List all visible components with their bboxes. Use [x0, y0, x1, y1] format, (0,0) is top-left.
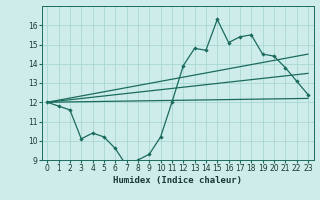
X-axis label: Humidex (Indice chaleur): Humidex (Indice chaleur) — [113, 176, 242, 185]
